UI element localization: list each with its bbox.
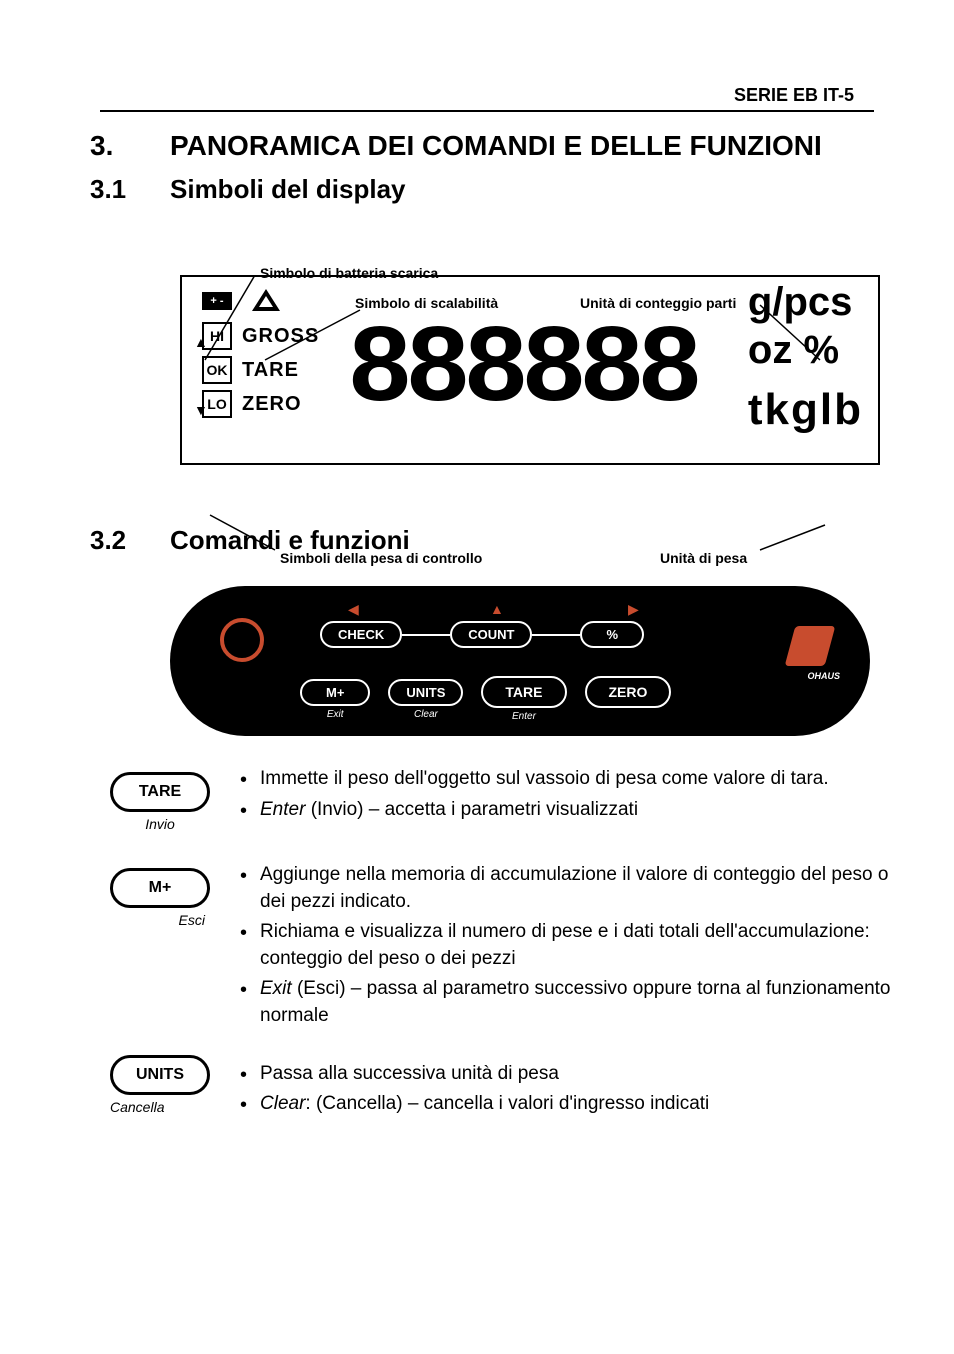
label-weighunit: Unità di pesa <box>660 550 747 566</box>
section-number: 3. <box>90 130 170 162</box>
tare-line-2: Enter (Invio) – accetta i parametri visu… <box>260 797 894 824</box>
hi-arrow-icon: ▲ <box>194 330 208 354</box>
mplus-btn-illustration: M+ <box>110 868 210 908</box>
hi-text: HI <box>210 328 224 344</box>
lo-box: LO ▼ <box>202 390 232 418</box>
units-btn-diagram: UNITS Cancella <box>110 1049 240 1122</box>
mplus-description: Aggiunge nella memoria di accumulazione … <box>240 862 894 1034</box>
control-panel: OHAUS ◀ ▲ ▶ CHECK COUNT % M+ Exit UNITS … <box>170 586 870 736</box>
units-clear-rest: : (Cancella) – cancella i valori d'ingre… <box>305 1093 709 1114</box>
page-header: SERIE EB IT-5 <box>734 85 854 106</box>
section-3-title: 3. PANORAMICA DEI COMANDI E DELLE FUNZIO… <box>90 130 894 162</box>
status-column: HI ▲ GROSS OK TARE LO ▼ ZERO <box>202 322 319 424</box>
mplus-line-1: Aggiunge nella memoria di accumulazione … <box>260 862 894 915</box>
mplus-exit-rest: (Esci) – passa al parametro successivo o… <box>260 978 891 1026</box>
subsection-number-2: 3.2 <box>90 525 170 556</box>
header-rule <box>100 110 874 112</box>
tare-sub-illustration: Invio <box>110 816 210 832</box>
mplus-sub-illustration: Esci <box>110 912 205 928</box>
brand-logo-icon <box>785 626 836 666</box>
zero-text: ZERO <box>242 393 302 416</box>
ok-box: OK <box>202 356 232 384</box>
mplus-btn-diagram: M+ Esci <box>110 862 240 1034</box>
mplus-group: M+ Exit <box>300 679 370 720</box>
units-line-2: Clear: (Cancella) – cancella i valori d'… <box>260 1091 894 1118</box>
subsection-text: Simboli del display <box>170 174 406 205</box>
section-3-1-title: 3.1 Simboli del display <box>90 174 894 205</box>
up-arrow-icon: ▲ <box>490 601 504 617</box>
power-led-icon <box>220 618 264 662</box>
zero-button[interactable]: ZERO <box>585 676 672 708</box>
status-hi: HI ▲ GROSS <box>202 322 319 350</box>
mplus-line-3: Exit (Esci) – passa al parametro success… <box>260 976 894 1029</box>
units-description: Passa alla successiva unità di pesa Clea… <box>240 1049 894 1122</box>
tare-group: TARE Enter <box>481 676 566 722</box>
stability-icon <box>252 289 280 311</box>
gross-text: GROSS <box>242 325 319 348</box>
desc-mplus: M+ Esci Aggiunge nella memoria di accumu… <box>110 862 894 1034</box>
tare-enter-rest: (Invio) – accetta i parametri visualizza… <box>305 799 638 820</box>
tare-text: TARE <box>242 359 299 382</box>
percent-button[interactable]: % <box>580 621 644 648</box>
tare-line-1: Immette il peso dell'oggetto sul vassoio… <box>260 766 894 793</box>
tare-enter-term: Enter <box>260 799 305 820</box>
button-row-1: CHECK COUNT % <box>320 621 644 648</box>
tare-sublabel: Enter <box>512 711 536 722</box>
zero-group: ZERO . <box>585 676 672 722</box>
left-arrow-icon: ◀ <box>348 601 359 618</box>
units-sublabel: Clear <box>414 709 438 720</box>
unit-tkglb: tkglb <box>748 388 863 432</box>
subsection-number: 3.1 <box>90 174 170 205</box>
section-text: PANORAMICA DEI COMANDI E DELLE FUNZIONI <box>170 130 822 162</box>
desc-units: UNITS Cancella Passa alla successiva uni… <box>110 1049 894 1122</box>
connector-line <box>402 634 450 636</box>
section-3-2-title: 3.2 Comandi e funzioni <box>90 525 894 556</box>
mplus-sublabel: Exit <box>327 709 344 720</box>
right-arrow-icon: ▶ <box>628 601 639 618</box>
mplus-button[interactable]: M+ <box>300 679 370 706</box>
lcd-display: + - HI ▲ GROSS OK TARE LO ▼ ZERO <box>180 275 880 465</box>
count-button[interactable]: COUNT <box>450 621 532 648</box>
tare-btn-illustration: TARE <box>110 772 210 812</box>
tare-description: Immette il peso dell'oggetto sul vassoio… <box>240 766 894 832</box>
unit-oz-percent: oz % <box>748 330 863 370</box>
units-column: g/pcs oz % tkglb <box>748 282 863 432</box>
connector-line <box>532 634 580 636</box>
units-group: UNITS Clear <box>388 679 463 720</box>
status-ok: OK TARE <box>202 356 319 384</box>
control-panel-diagram: OHAUS ◀ ▲ ▶ CHECK COUNT % M+ Exit UNITS … <box>170 586 894 736</box>
units-clear-term: Clear <box>260 1093 305 1114</box>
units-btn-illustration: UNITS <box>110 1055 210 1095</box>
mplus-exit-term: Exit <box>260 978 292 999</box>
seven-segment-digits: 888888 <box>347 317 695 427</box>
label-checkweigh: Simboli della pesa di controllo <box>280 550 482 566</box>
tare-button[interactable]: TARE <box>481 676 566 708</box>
mplus-line-2: Richiama e visualizza il numero di pese … <box>260 919 894 972</box>
brand-logo-text: OHAUS <box>807 671 840 681</box>
tare-btn-diagram: TARE Invio <box>110 766 240 832</box>
unit-gpcs: g/pcs <box>748 282 863 322</box>
button-row-2: M+ Exit UNITS Clear TARE Enter ZERO . <box>300 676 689 722</box>
units-button[interactable]: UNITS <box>388 679 463 706</box>
lo-arrow-icon: ▼ <box>194 398 208 422</box>
units-sub-illustration: Cancella <box>110 1099 210 1115</box>
battery-icon: + - <box>202 292 232 310</box>
lo-text: LO <box>207 396 226 412</box>
check-button[interactable]: CHECK <box>320 621 402 648</box>
units-line-1: Passa alla successiva unità di pesa <box>260 1061 894 1088</box>
desc-tare: TARE Invio Immette il peso dell'oggetto … <box>110 766 894 832</box>
status-lo: LO ▼ ZERO <box>202 390 319 418</box>
hi-box: HI ▲ <box>202 322 232 350</box>
display-diagram: Simbolo di batteria scarica Simbolo di s… <box>170 275 890 465</box>
